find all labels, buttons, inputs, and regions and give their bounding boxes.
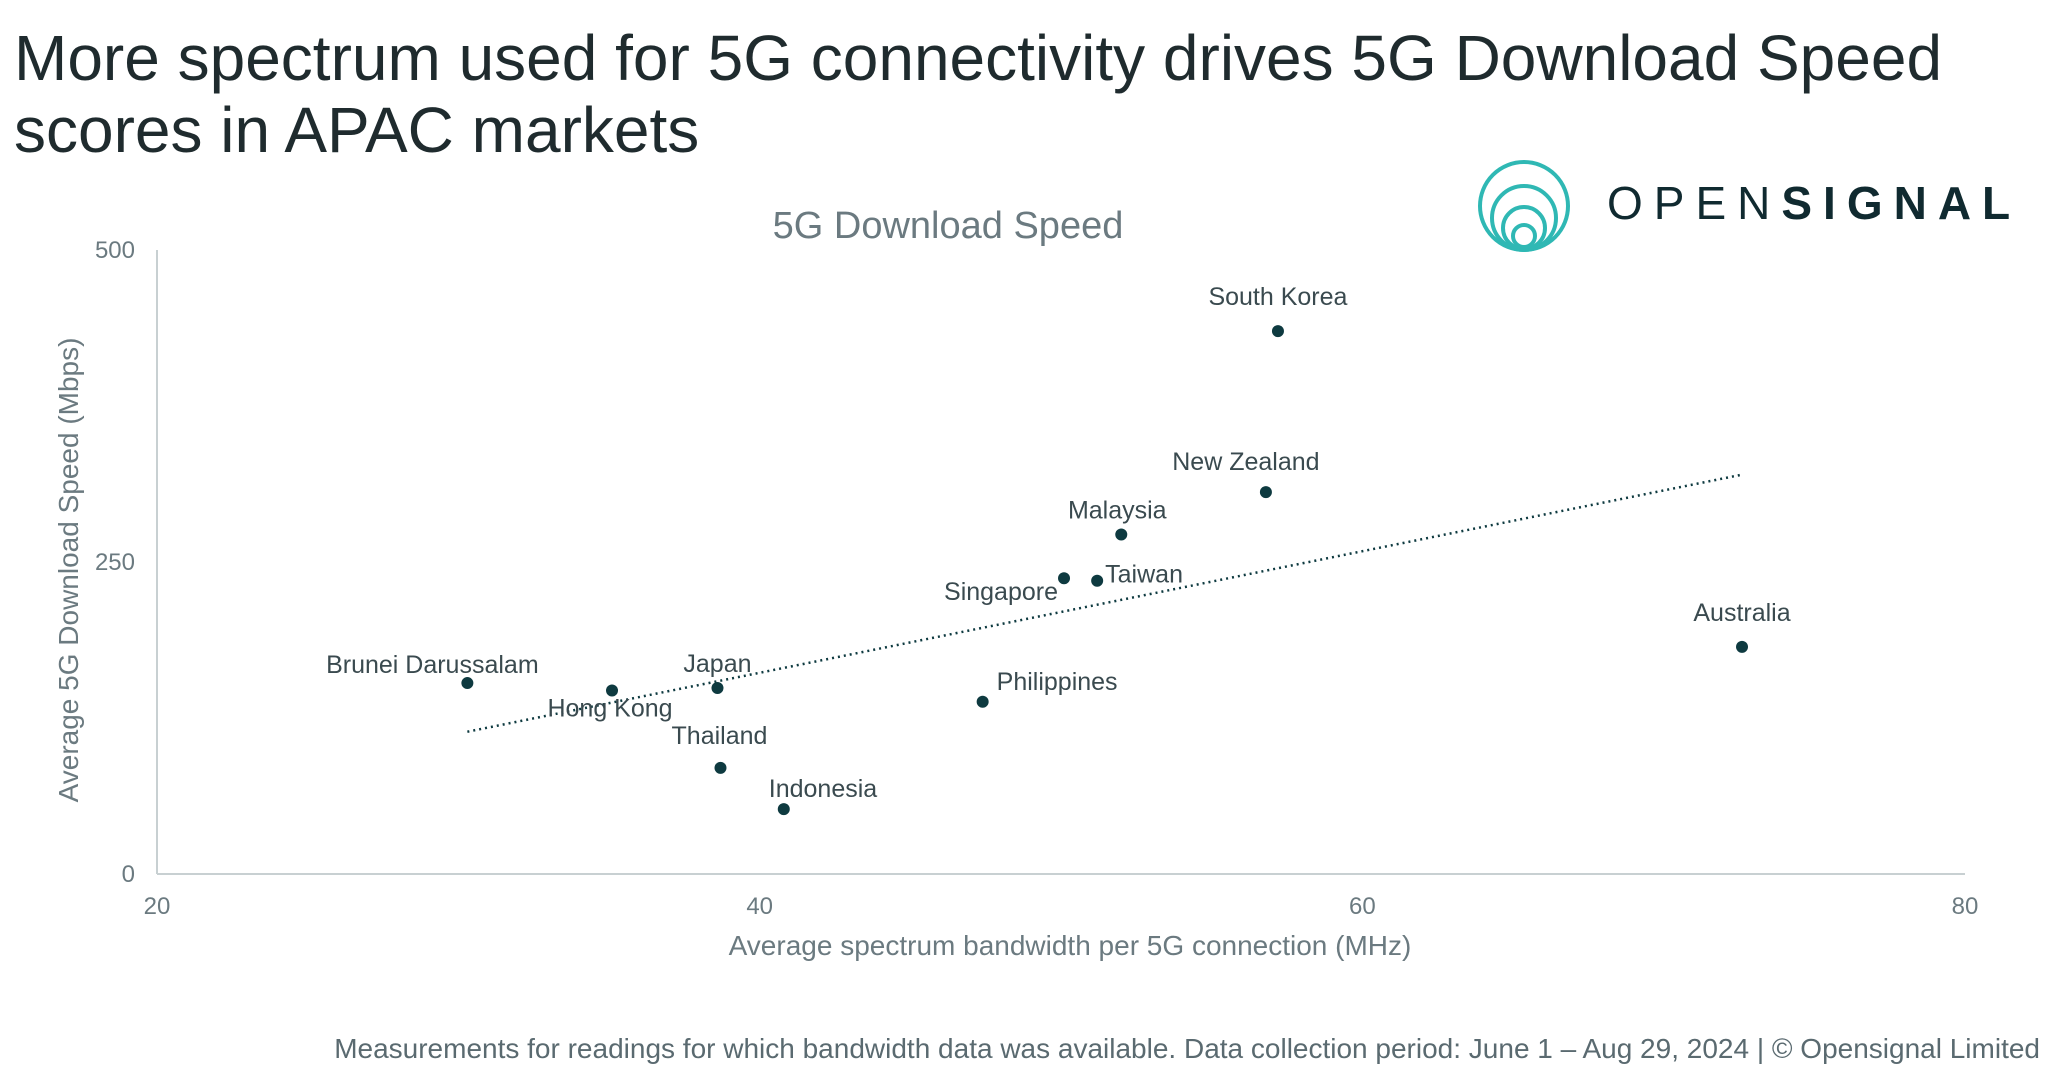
scatter-chart: 5G Download Speed Average 5G Download Sp…	[53, 205, 1978, 961]
data-point-label: New Zealand	[1172, 448, 1319, 476]
data-point-label: Singapore	[944, 578, 1058, 606]
data-point	[461, 677, 474, 690]
data-point	[1058, 572, 1071, 585]
y-axis-label: Average 5G Download Speed (Mbps)	[53, 338, 84, 803]
data-point	[1091, 574, 1104, 587]
data-point-label: Taiwan	[1105, 561, 1183, 589]
data-point	[777, 803, 790, 816]
data-point	[1736, 640, 1749, 653]
data-point-label: Indonesia	[769, 775, 878, 803]
x-tick-label: 80	[1952, 893, 1979, 920]
opensignal-logo: OPENSIGNAL	[1472, 154, 2032, 254]
brand-name-light: OPEN	[1607, 177, 1782, 229]
trendline	[467, 473, 1743, 733]
x-tick-label: 60	[1349, 893, 1376, 920]
data-point	[976, 695, 989, 708]
data-point	[1115, 528, 1128, 541]
data-point-label: Brunei Darussalam	[326, 651, 539, 679]
chart-title: 5G Download Speed	[773, 205, 1124, 247]
trendline-group	[467, 473, 1743, 733]
footnote: Measurements for readings for which band…	[334, 1033, 2040, 1064]
data-point-label: Thailand	[672, 722, 768, 750]
data-point	[1259, 486, 1272, 499]
brand-name: OPENSIGNAL	[1607, 176, 2021, 230]
data-point	[711, 682, 724, 695]
page-title: More spectrum used for 5G connectivity d…	[14, 22, 1943, 166]
x-tick-label: 40	[746, 893, 773, 920]
data-point	[714, 761, 727, 774]
x-axis-label: Average spectrum bandwidth per 5G connec…	[729, 930, 1412, 961]
data-point-label: Australia	[1693, 599, 1790, 627]
data-point-label: Hong Kong	[547, 695, 672, 723]
data-point	[1271, 325, 1284, 338]
y-tick-label: 500	[95, 237, 135, 264]
y-tick-label: 250	[95, 549, 135, 576]
data-point-label: South Korea	[1208, 283, 1347, 311]
data-point-label: Philippines	[997, 668, 1118, 696]
concentric-rings-icon	[1478, 160, 1570, 252]
data-point-label: Malaysia	[1068, 497, 1167, 525]
x-tick-label: 20	[144, 893, 171, 920]
data-point	[606, 684, 619, 697]
axes: 20 40 60 80 0 250 500	[95, 237, 1978, 920]
data-point-label: Japan	[683, 650, 751, 678]
y-tick-label: 0	[122, 861, 135, 888]
brand-name-bold: SIGNAL	[1781, 177, 2022, 229]
